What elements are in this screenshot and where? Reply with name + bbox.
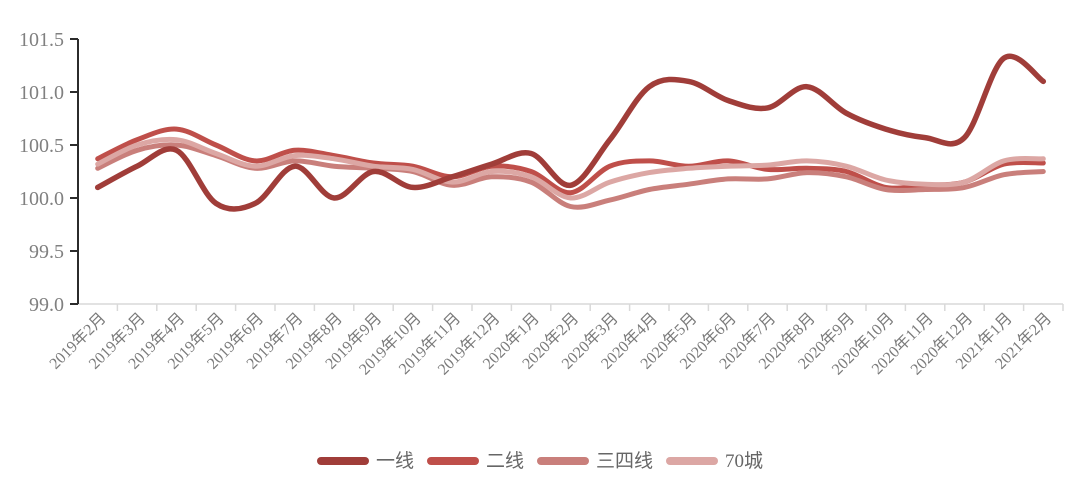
legend-swatch-一线: [316, 457, 369, 465]
legend-label-70城: 70城: [725, 450, 764, 472]
legend-item-二线: 二线: [426, 450, 524, 472]
y-tick-label: 101.0: [19, 82, 64, 104]
line-series-70城: [95, 136, 1046, 201]
legend-item-70城: 70城: [666, 452, 763, 471]
legend-label-一线: 一线: [375, 450, 414, 472]
legend-swatch-二线: [426, 457, 479, 465]
legend-item-一线: 一线: [316, 450, 414, 472]
y-tick-label: 99.5: [29, 241, 64, 263]
legend-swatch-70城: [666, 457, 719, 465]
legend: 一线 二线 三四线 70城: [0, 444, 1080, 478]
legend-label-二线: 二线: [485, 450, 524, 472]
y-tick-label: 100.0: [19, 188, 64, 210]
line-series-一线: [94, 53, 1047, 212]
legend-swatch-三四线: [537, 457, 589, 465]
y-tick-label: 101.5: [19, 29, 64, 51]
legend-label-三四线: 三四线: [596, 450, 654, 472]
legend-item-三四线: 三四线: [537, 452, 653, 471]
y-tick-label: 99.0: [29, 294, 64, 316]
y-tick-label: 100.5: [19, 135, 64, 157]
